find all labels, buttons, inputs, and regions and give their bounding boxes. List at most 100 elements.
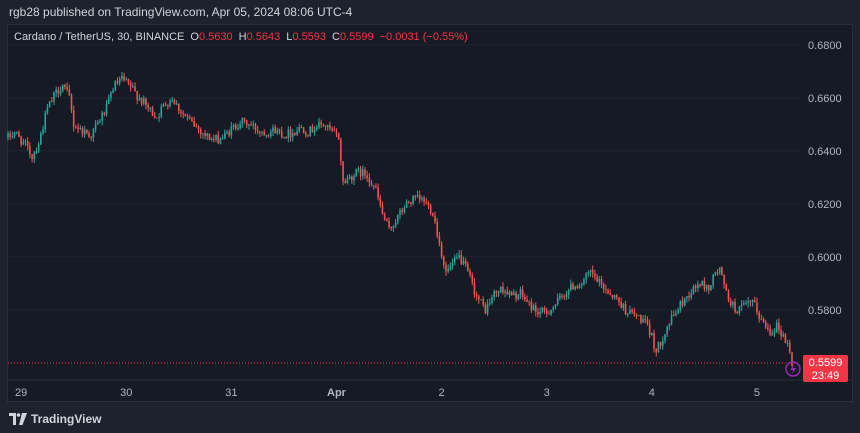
candle-body: [464, 260, 467, 265]
x-tick-label: Apr: [327, 387, 347, 399]
candle-body: [786, 342, 789, 344]
candle-body: [90, 136, 93, 138]
candle-body: [442, 256, 445, 265]
candle-body: [753, 300, 756, 303]
x-tick-label: 3: [544, 387, 550, 399]
candle-body: [13, 132, 16, 137]
candle-body: [77, 127, 79, 130]
candle-body: [661, 340, 664, 346]
close-value: 0.5599: [339, 31, 374, 43]
candle-body: [364, 169, 366, 176]
candle-body: [497, 292, 500, 294]
candle-body: [436, 221, 439, 237]
candle-body: [175, 103, 178, 105]
candle-body: [149, 107, 152, 109]
candle-body: [771, 332, 774, 335]
candle-body: [261, 131, 263, 133]
candle-body: [72, 110, 75, 127]
candle-body: [243, 118, 246, 121]
candle-body: [199, 129, 202, 135]
published-by-text: rgb28 published on TradingView.com, Apr …: [9, 5, 353, 19]
x-tick-label: 4: [649, 387, 655, 399]
candle-body: [118, 79, 121, 84]
candle-body: [508, 292, 511, 295]
candle-body: [99, 120, 101, 122]
candle-body: [471, 274, 474, 282]
candle-body: [626, 313, 629, 315]
candle-body: [96, 121, 99, 125]
candle-body: [88, 132, 90, 137]
x-tick-label: 2: [439, 387, 445, 399]
candle-body: [307, 135, 309, 137]
candle-body: [469, 270, 471, 275]
candle-body: [532, 305, 535, 311]
candle-body: [234, 125, 237, 129]
candle-body: [348, 176, 351, 179]
symbol-label[interactable]: Cardano / TetherUS, 30, BINANCE: [14, 31, 185, 43]
candle-body: [392, 226, 395, 229]
candle-body: [493, 291, 495, 298]
candle-body: [736, 311, 739, 314]
candle-body: [305, 132, 307, 136]
candle-body: [434, 215, 436, 222]
candle-body: [265, 135, 268, 137]
candle-body: [64, 84, 66, 87]
x-tick-label: 29: [15, 387, 27, 399]
candle-body: [151, 107, 154, 116]
candle-body: [440, 243, 443, 257]
candle-body: [653, 333, 655, 349]
candle-body: [397, 214, 399, 223]
candle-body: [451, 262, 454, 267]
candle-body: [61, 84, 64, 92]
candle-body: [418, 194, 421, 200]
candle-body: [388, 220, 390, 227]
candle-body: [637, 315, 640, 317]
lightning-icon-ring: [785, 361, 801, 377]
lightning-icon[interactable]: [785, 361, 801, 377]
candle-body: [414, 195, 417, 197]
candle-body: [145, 98, 147, 106]
candle-body: [101, 112, 103, 121]
price-label-countdown: 23:49: [812, 370, 840, 382]
candle-body: [550, 310, 552, 315]
candle-body: [447, 268, 449, 272]
candle-body: [294, 132, 296, 135]
candle-body: [723, 275, 725, 285]
candle-body: [132, 86, 134, 88]
candle-body: [773, 331, 776, 333]
candle-body: [539, 311, 541, 315]
candle-body: [616, 295, 618, 298]
candle-body: [764, 321, 767, 328]
candle-body: [591, 269, 594, 274]
candle-body: [164, 104, 167, 106]
candle-body: [114, 81, 117, 91]
candle-body: [762, 318, 765, 322]
candle-body: [694, 286, 697, 289]
candle-body: [324, 125, 327, 127]
candle-body: [123, 75, 125, 81]
candle-body: [576, 286, 579, 288]
candle-body: [309, 126, 312, 137]
ohlc-legend: Cardano / TetherUS, 30, BINANCE O 0.5630…: [14, 29, 468, 45]
candle-body: [460, 254, 463, 265]
candle-body: [657, 342, 660, 353]
candle-body: [635, 314, 638, 316]
candle-body: [342, 161, 344, 182]
tradingview-logo[interactable]: TradingView: [9, 411, 101, 427]
candle-body: [66, 86, 68, 90]
candle-body: [134, 86, 136, 92]
candle-body: [182, 113, 184, 115]
candle-body: [46, 107, 49, 114]
candle-body: [456, 257, 458, 259]
candle-body: [659, 342, 662, 346]
candle-body: [756, 302, 758, 313]
candle-body: [140, 98, 143, 104]
candle-body: [624, 303, 627, 315]
candle-body: [48, 101, 51, 108]
candle-body: [528, 301, 531, 303]
candle-body: [272, 127, 274, 132]
candle-body: [302, 127, 305, 133]
candle-body: [543, 307, 546, 311]
candle-body: [53, 92, 55, 102]
